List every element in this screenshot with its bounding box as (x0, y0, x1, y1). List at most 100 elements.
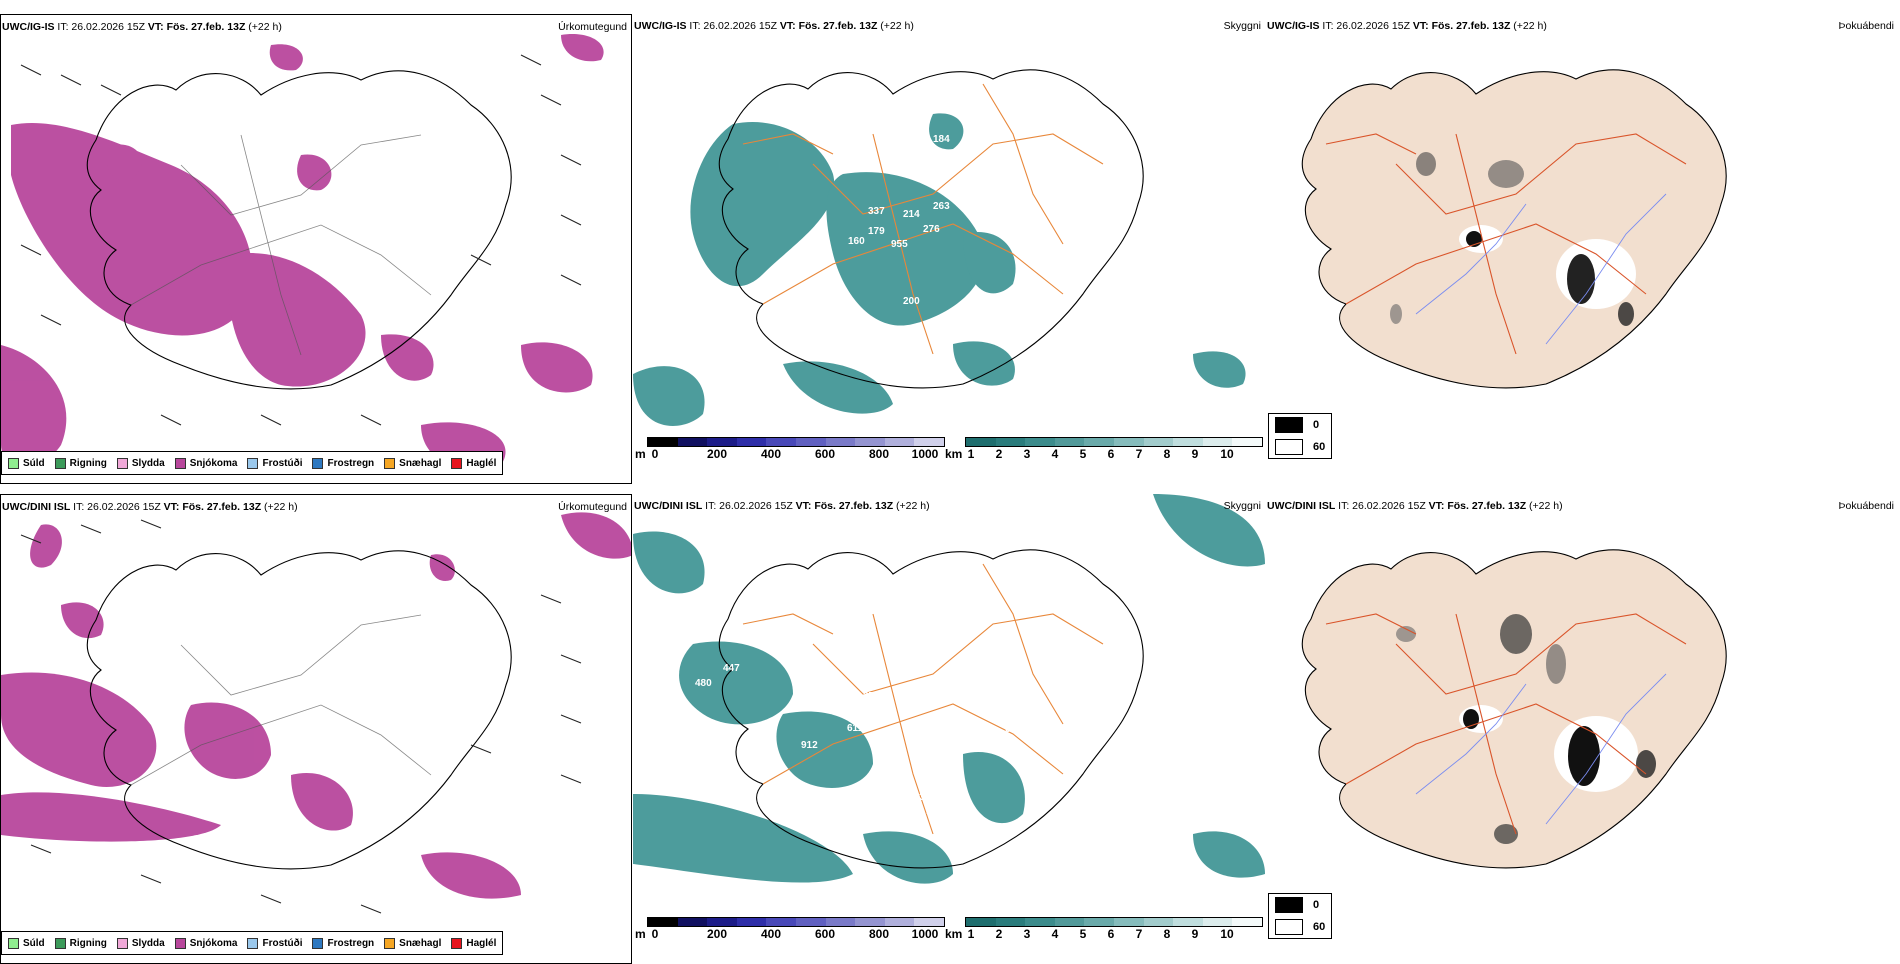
legend-item: Frostúði (247, 937, 302, 949)
precip-type-panel-top: UWC/IG-IS IT: 26.02.2026 15Z VT: Fös. 27… (0, 14, 632, 484)
legend-item: Haglél (451, 457, 496, 469)
legend-item: Snjókoma (174, 937, 237, 949)
fog-key-bottom: 0 60 (1268, 893, 1333, 939)
visibility-label: 179 (868, 226, 885, 237)
visibility-label: 263 (933, 201, 950, 212)
iceland-coastline (86, 550, 512, 870)
precip-type-panel-bottom: UWC/DINI ISL IT: 26.02.2026 15Z VT: Fös.… (0, 494, 632, 964)
visibility-panel-top: 184 325 149 337 214 263 457 276 215 179 … (633, 14, 1265, 484)
visibility-label: 62 (1005, 724, 1017, 735)
panel-title: Skyggni (1223, 500, 1261, 512)
visibility-label: 214 (903, 209, 920, 220)
roads (130, 134, 432, 356)
iceland-land (1301, 69, 1727, 389)
legend-item: Frostregn (312, 457, 374, 469)
visibility-label: 457 (993, 206, 1010, 217)
panel-header: UWC/IG-IS IT: 26.02.2026 15Z VT: Fös. 27… (2, 21, 282, 33)
visibility-area (633, 113, 1246, 426)
visibility-label: 611 (847, 723, 864, 734)
roads (742, 563, 1104, 835)
rivers (1415, 673, 1667, 825)
fog-map-bottom (1301, 549, 1727, 869)
visibility-label: 480 (695, 678, 712, 689)
iceland-coastline (718, 549, 1144, 869)
iceland-land (1301, 549, 1727, 869)
visibility-label: 357 (1213, 906, 1230, 917)
precip-legend: Súld Rigning Slydda Snjókoma Frostúði Fr… (1, 931, 504, 955)
visibility-colorbar: km 1 2 3 4 5 6 7 8 9 10 (945, 917, 1263, 945)
visibility-panel-bottom: 168 447 480 272 156 611 912 249 62 592 2… (633, 494, 1265, 964)
visibility-label: 184 (933, 134, 950, 145)
visibility-label: 912 (801, 740, 818, 751)
fog-key-top: 0 60 (1268, 413, 1333, 459)
visibility-label: 955 (891, 239, 908, 250)
panel-title: Skyggni (1223, 20, 1261, 32)
visibility-area (633, 494, 1265, 884)
panel-header: UWC/DINI ISL IT: 26.02.2026 15Z VT: Fös.… (2, 501, 298, 513)
snow-area (1, 512, 631, 899)
visibility-label: 411 (928, 321, 945, 332)
panel-title: Úrkomutegund (558, 21, 627, 33)
visibility-map-top: 184 325 149 337 214 263 457 276 215 179 … (633, 69, 1246, 426)
ceiling-colorbar: m 0 200 400 600 800 1000 (635, 437, 945, 465)
visibility-label: 98 (907, 810, 919, 821)
iceland-coastline (718, 69, 1144, 389)
panel-title: Þokuábendi (1838, 500, 1894, 512)
wind-barbs (20, 519, 582, 914)
fog-areas (1396, 614, 1656, 844)
panel-header: UWC/IG-IS IT: 26.02.2026 15Z VT: Fös. 27… (634, 20, 914, 32)
visibility-labels: 168 447 480 272 156 611 912 249 62 592 2… (695, 621, 1230, 917)
rivers (1415, 193, 1667, 345)
panel-title: Úrkomutegund (558, 501, 627, 513)
fog-index-panel-top: UWC/IG-IS IT: 26.02.2026 15Z VT: Fös. 27… (1266, 14, 1898, 484)
wind-barbs (20, 54, 582, 426)
legend-item: Slydda (116, 457, 165, 469)
visibility-label: 276 (923, 224, 940, 235)
visibility-label: 337 (868, 206, 885, 217)
visibility-label: 790 (803, 240, 820, 251)
legend-item: Snæhagl (384, 937, 441, 949)
visibility-label: 160 (848, 236, 865, 247)
legend-item: Slydda (116, 937, 165, 949)
panel-header: UWC/DINI ISL IT: 26.02.2026 15Z VT: Fös.… (634, 500, 930, 512)
visibility-label: 168 (958, 621, 975, 632)
legend-item: Rigning (54, 937, 107, 949)
visibility-label: 200 (903, 296, 920, 307)
legend-item: Haglél (451, 937, 496, 949)
panel-title: Þokuábendi (1838, 20, 1894, 32)
legend-item: Rigning (54, 457, 107, 469)
visibility-map-bottom: 168 447 480 272 156 611 912 249 62 592 2… (633, 494, 1265, 917)
visibility-colorbar: km 1 2 3 4 5 6 7 8 9 10 (945, 437, 1263, 465)
roads (130, 614, 432, 786)
visibility-labels: 184 325 149 337 214 263 457 276 215 179 … (673, 134, 1075, 337)
ceiling-colorbar: m 0 200 400 600 800 1000 (635, 917, 945, 945)
precip-map-top (1, 34, 604, 471)
roads (742, 83, 1104, 355)
visibility-label: 249 (1010, 711, 1027, 722)
visibility-label: 147 (926, 806, 943, 817)
legend-item: Snjókoma (174, 457, 237, 469)
legend-item: Súld (8, 937, 45, 949)
legend-item: Snæhagl (384, 457, 441, 469)
fog-index-panel-bottom: UWC/DINI ISL IT: 26.02.2026 15Z VT: Fös.… (1266, 494, 1898, 964)
visibility-label: 149 (673, 196, 690, 207)
iceland-coastline (86, 70, 512, 390)
visibility-label: 156 (849, 709, 866, 720)
visibility-label: 188 (905, 326, 922, 337)
visibility-label: 213 (908, 792, 925, 803)
visibility-label: 215 (1013, 219, 1030, 230)
fog-map-top (1301, 69, 1727, 389)
snow-area (1, 34, 604, 471)
visibility-label: 592 (927, 779, 944, 790)
visibility-label: 98 (1063, 273, 1075, 284)
legend-item: Frostregn (312, 937, 374, 949)
panel-header: UWC/IG-IS IT: 26.02.2026 15Z VT: Fös. 27… (1267, 20, 1547, 32)
visibility-label: 447 (723, 663, 740, 674)
precip-map-bottom (1, 512, 631, 914)
panel-header: UWC/DINI ISL IT: 26.02.2026 15Z VT: Fös.… (1267, 500, 1563, 512)
precip-legend: Súld Rigning Slydda Snjókoma Frostúði Fr… (1, 451, 504, 475)
legend-item: Frostúði (247, 457, 302, 469)
legend-item: Súld (8, 457, 45, 469)
visibility-label: 272 (863, 691, 880, 702)
visibility-label: 325 (953, 151, 970, 162)
